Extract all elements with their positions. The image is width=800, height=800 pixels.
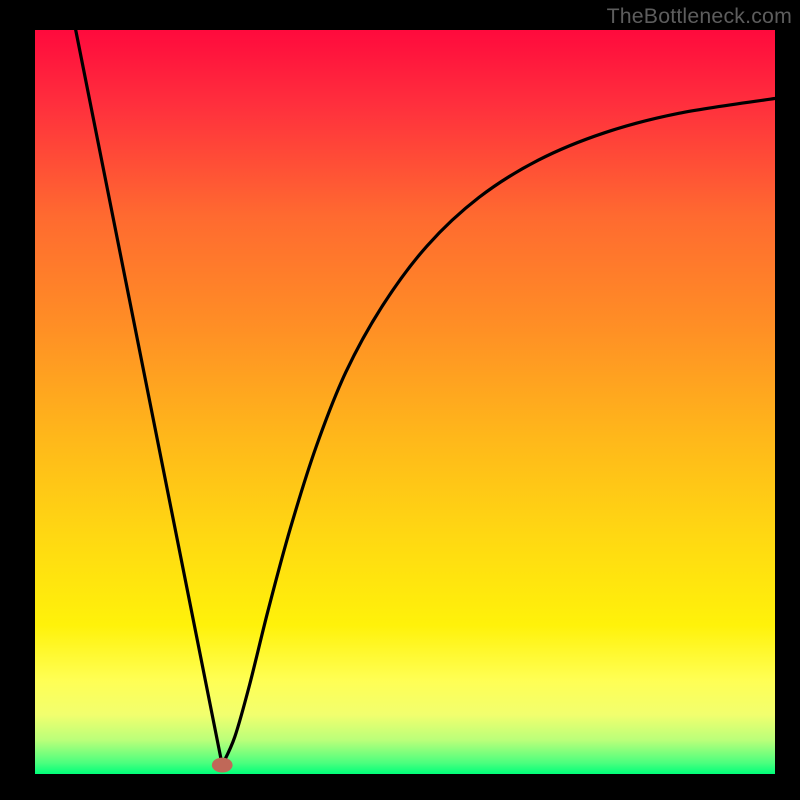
bottleneck-chart-svg (0, 0, 800, 800)
gradient-background (35, 30, 775, 774)
optimum-marker (212, 758, 233, 773)
chart-canvas: TheBottleneck.com (0, 0, 800, 800)
watermark-text: TheBottleneck.com (607, 4, 792, 29)
plot-border-bottom (0, 774, 800, 800)
plot-border-left (0, 0, 35, 800)
plot-border-right (775, 0, 800, 800)
